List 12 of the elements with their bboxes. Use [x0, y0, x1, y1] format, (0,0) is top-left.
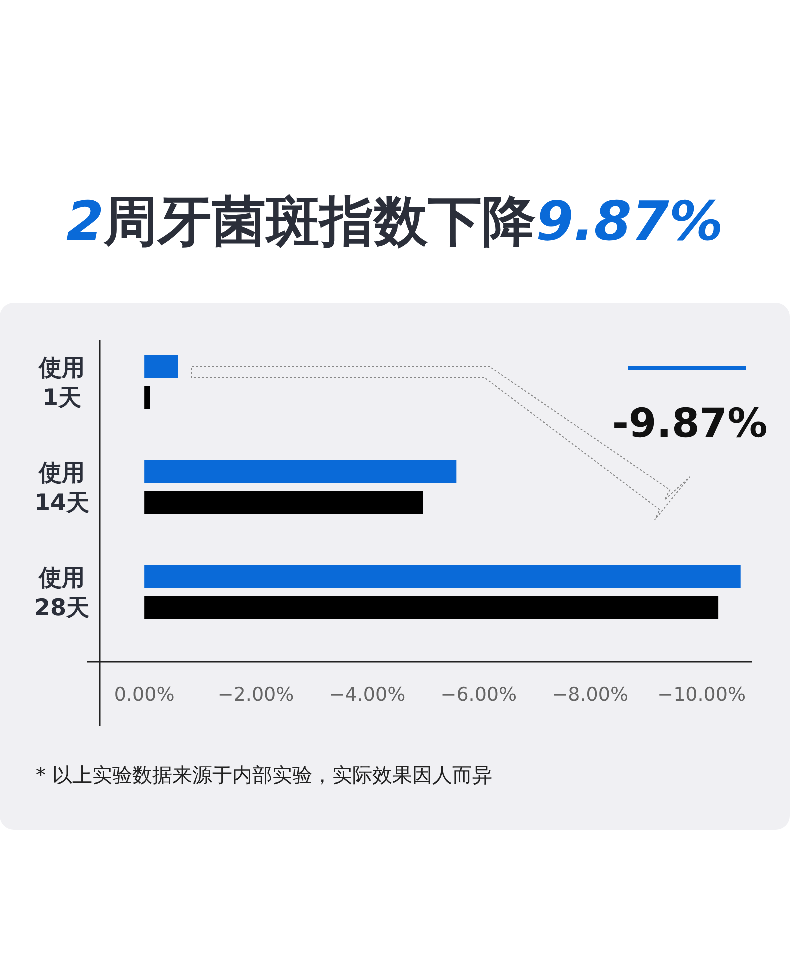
x-tick-label: −10.00% [658, 684, 746, 706]
y-tick-label: 使用 14天 [34, 460, 90, 516]
x-tick-label: −8.00% [552, 684, 629, 706]
annotation: -9.87% [612, 401, 768, 447]
x-tick-label: 0.00% [114, 684, 175, 706]
chart-title: 2周牙菌斑指数下降9.87% [66, 190, 724, 253]
y-tick-label: 使用 28天 [34, 566, 90, 622]
text: * 以上实验数据来源于内部实验，实际效果因人而异 [36, 763, 492, 787]
x-tick-label: −6.00% [440, 684, 518, 706]
x-tick-label: −2.00% [218, 684, 294, 706]
y-tick-label: 使用 1天 [38, 356, 85, 412]
x-tick-label: −4.00% [329, 684, 406, 706]
